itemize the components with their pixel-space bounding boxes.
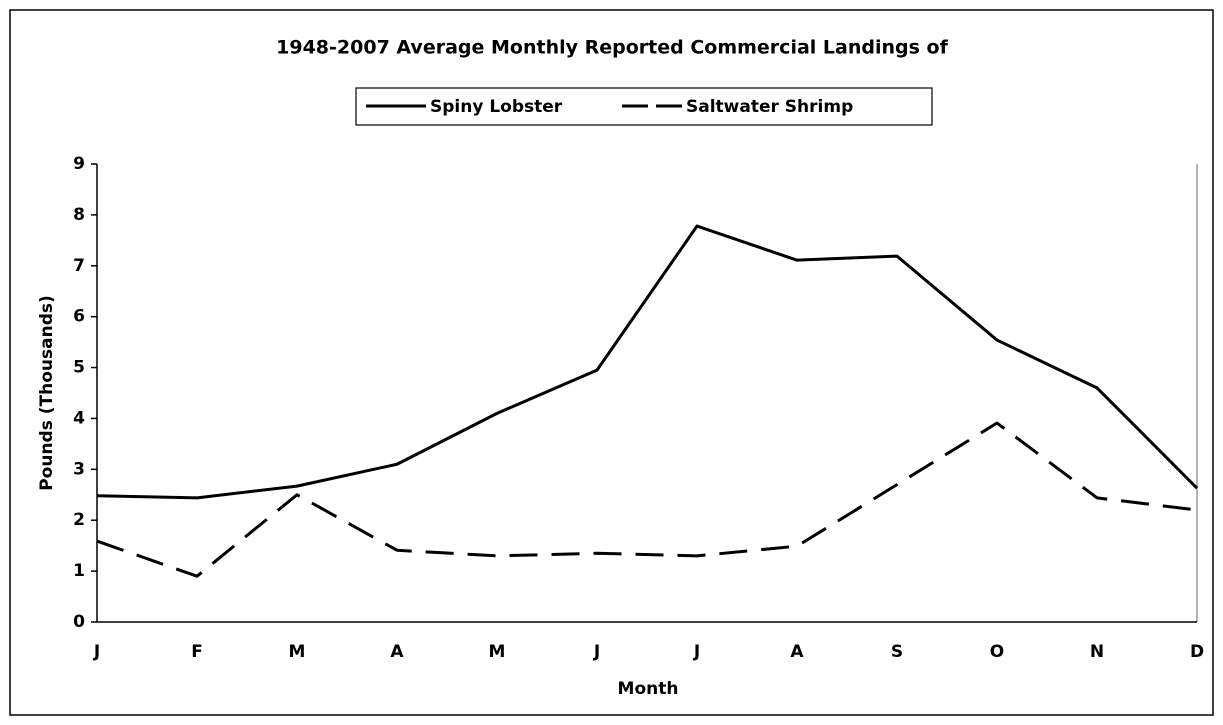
y-tick-label: 4 [73, 408, 85, 428]
legend-label: Spiny Lobster [430, 97, 563, 117]
y-tick-label: 9 [73, 154, 85, 174]
y-tick-label: 0 [73, 612, 85, 632]
y-tick-label: 2 [73, 510, 85, 530]
x-tick-label: A [390, 642, 404, 662]
x-tick-label: J [693, 642, 700, 662]
x-tick-label: D [1190, 642, 1204, 662]
y-tick-label: 5 [73, 358, 85, 378]
x-tick-label: F [191, 642, 203, 662]
y-axis-label: Pounds (Thousands) [37, 295, 57, 491]
x-tick-label: M [289, 642, 306, 662]
chart-title: 1948-2007 Average Monthly Reported Comme… [276, 37, 948, 59]
chart-border [9, 9, 1214, 716]
x-tick-label: N [1090, 642, 1104, 662]
series-line [96, 224, 1199, 500]
series-line [96, 421, 1198, 578]
y-tick-label: 6 [73, 307, 85, 327]
x-tick-label: O [990, 642, 1004, 662]
x-tick-label: S [891, 642, 903, 662]
y-tick-label: 7 [73, 256, 85, 276]
x-tick-label: A [790, 642, 804, 662]
x-tick-label: J [93, 642, 100, 662]
y-tick-label: 1 [73, 561, 85, 581]
x-axis-label: Month [618, 679, 679, 699]
x-tick-label: J [593, 642, 600, 662]
x-tick-label: M [489, 642, 506, 662]
y-tick-label: 8 [73, 205, 85, 225]
legend-label: Saltwater Shrimp [686, 97, 853, 117]
y-tick-label: 3 [73, 459, 85, 479]
